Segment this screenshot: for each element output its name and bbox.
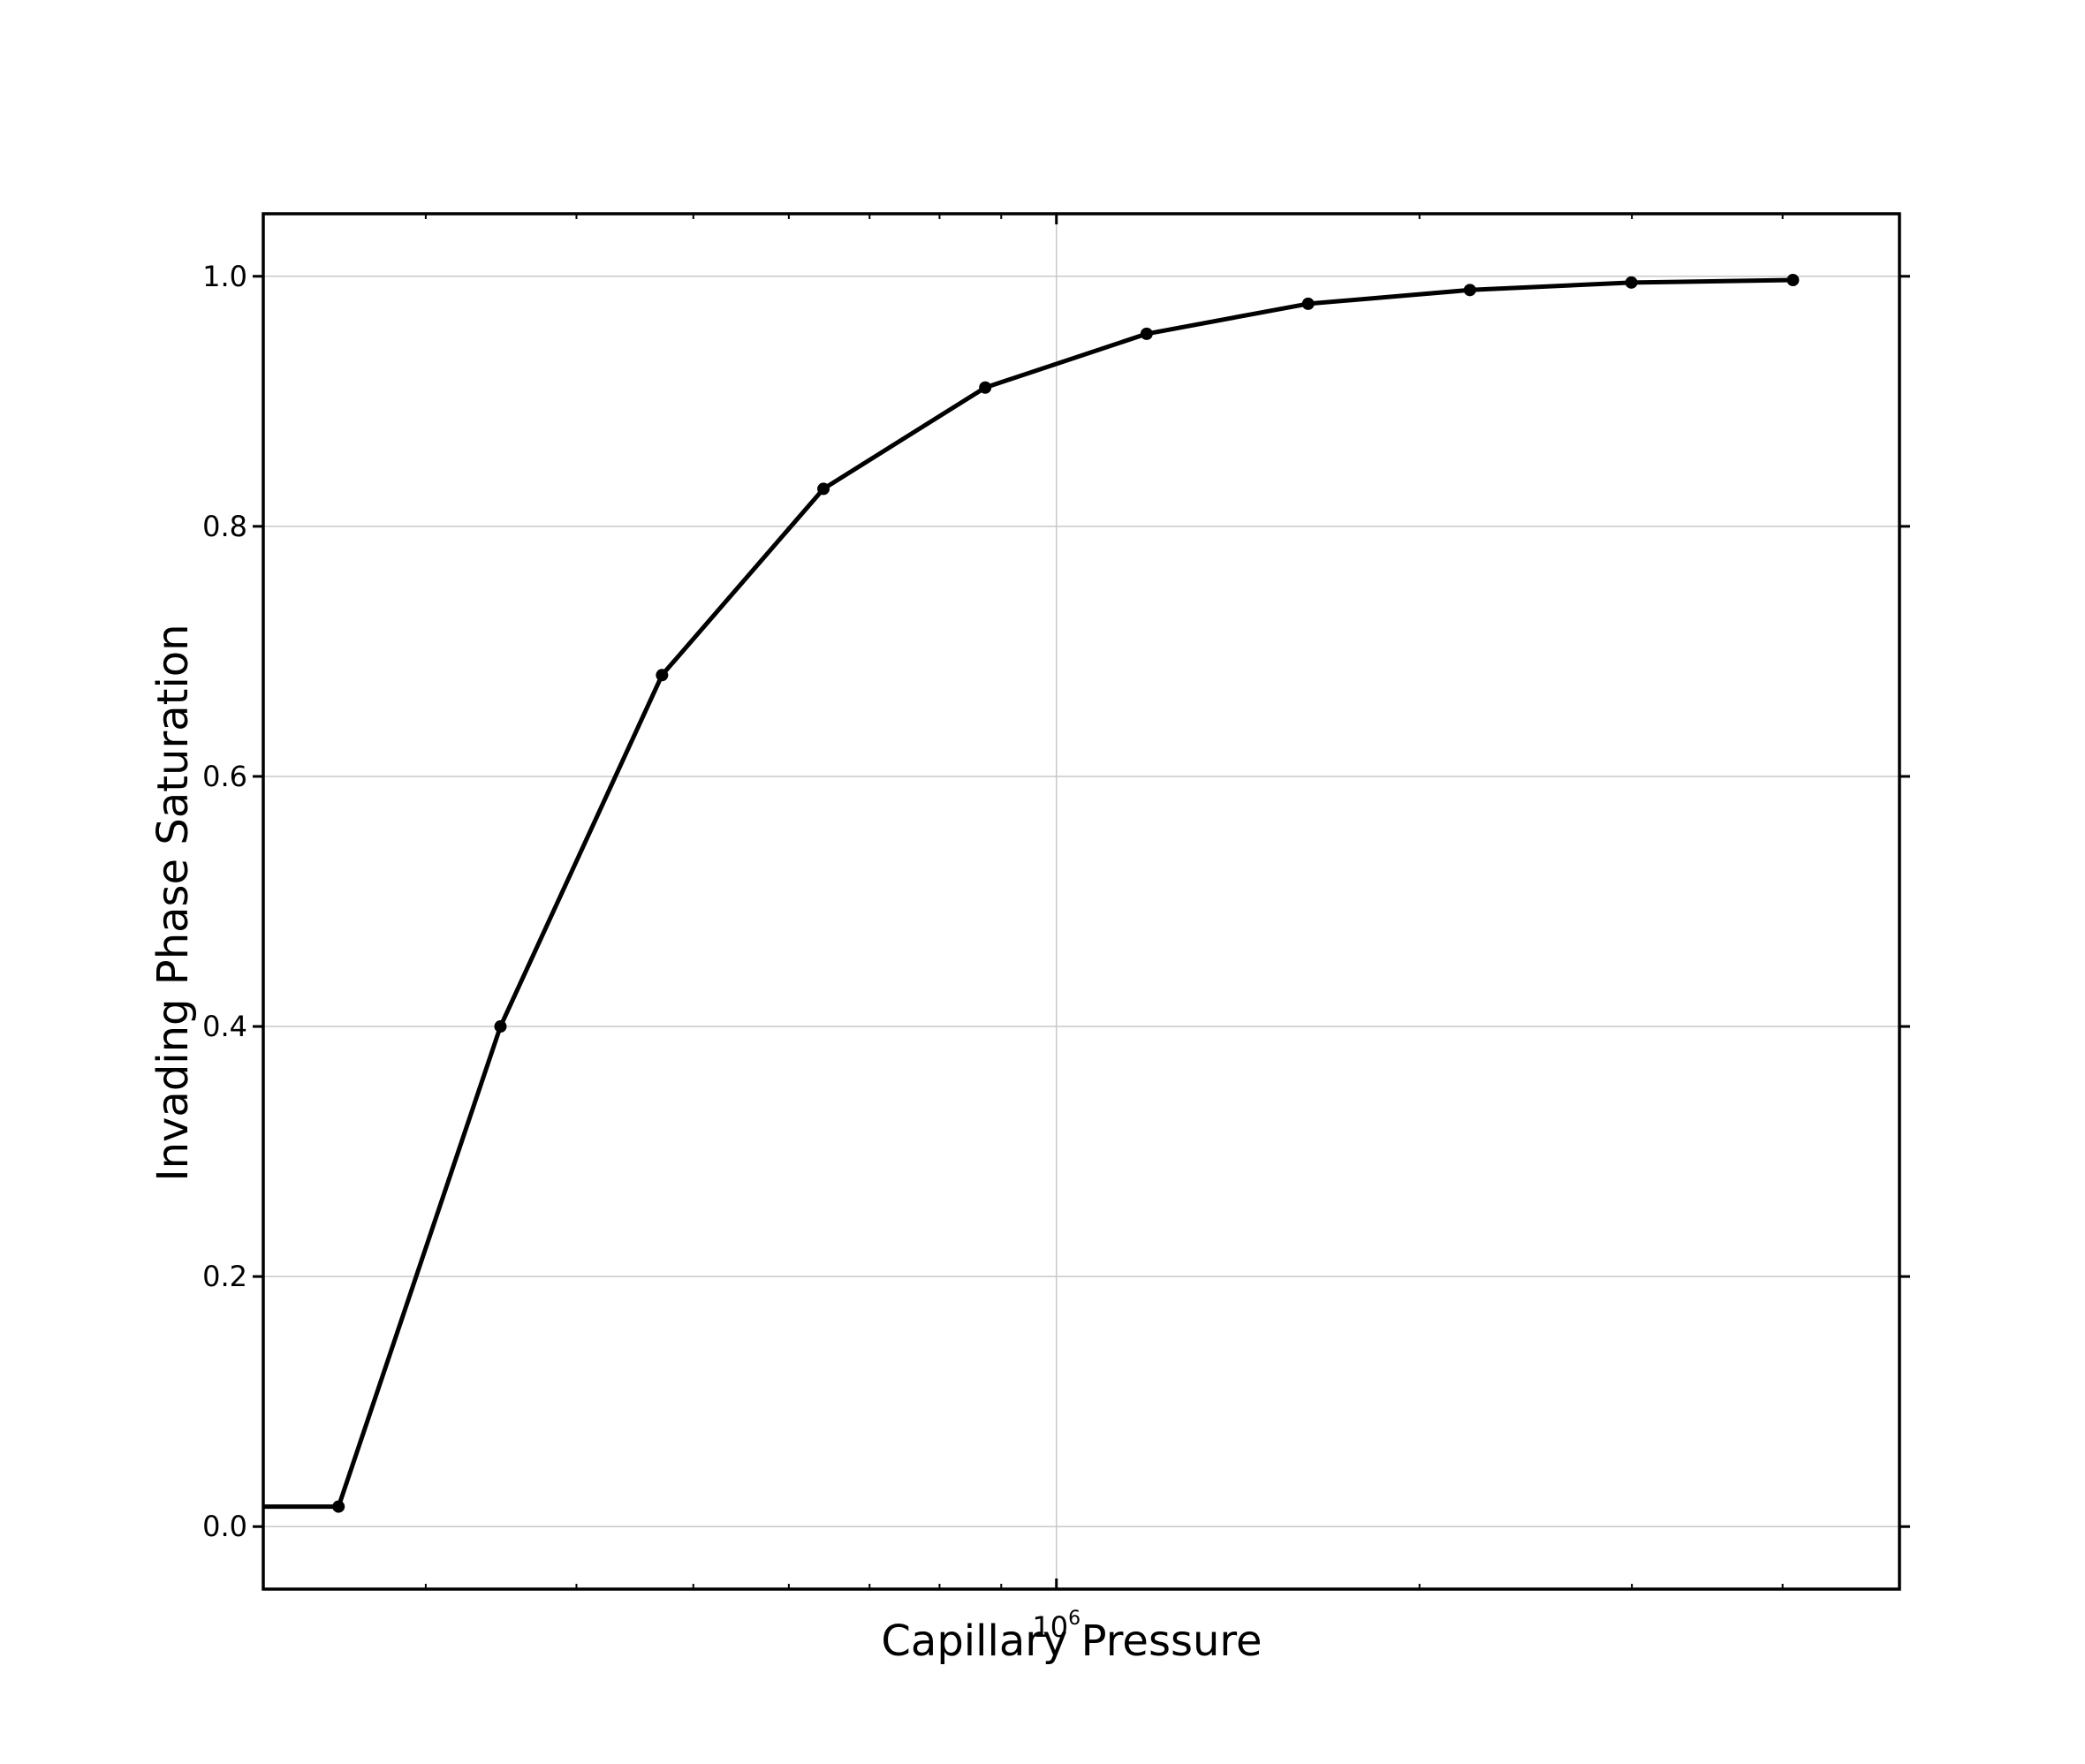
data-point [1786,274,1800,287]
data-point [1625,276,1638,289]
data-point [332,1500,345,1513]
y-tick-label: 0.8 [202,510,247,543]
series-line [263,277,1793,1510]
data-point [979,381,992,394]
x-axis-label: Capillary Pressure [881,1616,1262,1666]
y-axis-label: Invading Phase Saturation [148,624,198,1181]
y-tick-label: 0.4 [202,1010,247,1043]
data-point [817,482,830,496]
axis-ticks [253,214,1910,1589]
data-point [656,669,669,682]
y-tick-label: 0.0 [202,1510,247,1543]
data-point [494,1020,507,1033]
data-point [1301,297,1315,310]
y-tick-label: 0.2 [202,1260,247,1293]
y-tick-label: 1.0 [202,260,247,293]
data-point [1463,284,1476,297]
plot-area-frame [262,212,1901,1591]
y-tick-label: 0.6 [202,760,247,793]
data-series [263,274,1800,1513]
x-tick-label: 106 [1032,1608,1080,1644]
grid-lines [263,214,1899,1589]
tick-labels: 0.0 0.2 0.4 0.6 0.8 1.0 106 [202,260,1080,1644]
data-point [1140,327,1153,340]
